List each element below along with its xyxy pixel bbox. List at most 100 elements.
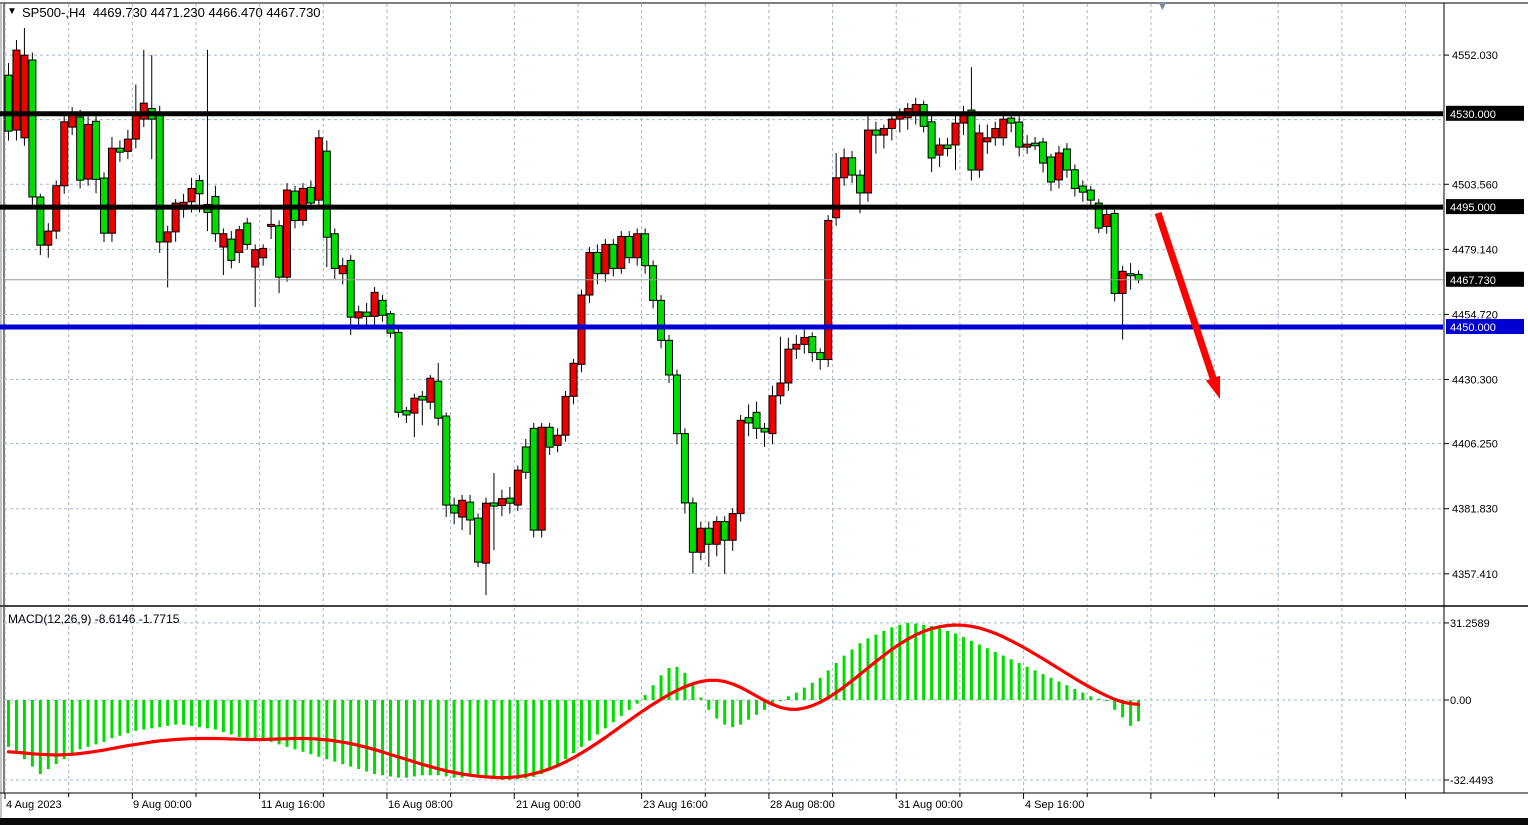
- macd-histogram-bar: [1137, 700, 1141, 722]
- macd-histogram-bar: [70, 700, 74, 755]
- candle-bull: [1118, 270, 1127, 294]
- macd-histogram-bar: [1113, 700, 1117, 710]
- macd-histogram-bar: [78, 700, 82, 750]
- candle-bear: [211, 195, 220, 235]
- macd-histogram-bar: [667, 667, 671, 700]
- macd-histogram-bar: [691, 685, 695, 700]
- candle-bear: [36, 196, 45, 246]
- candle-bull: [991, 127, 1000, 139]
- candle-bull: [784, 348, 793, 384]
- price-badge: [1446, 199, 1524, 215]
- candle-bear: [450, 504, 459, 514]
- candle-bull: [577, 294, 586, 365]
- macd-histogram-bar: [930, 626, 934, 700]
- macd-histogram-bar: [1129, 700, 1133, 726]
- macd-histogram-bar: [341, 700, 345, 765]
- macd-histogram-bar: [126, 700, 130, 734]
- candle-bear: [394, 331, 403, 413]
- candle-bear: [474, 517, 483, 563]
- candle-bull: [553, 434, 562, 446]
- macd-histogram-bar: [675, 666, 679, 700]
- macd-histogram-bar: [786, 696, 790, 700]
- macd-histogram-bar: [715, 700, 719, 719]
- candle-bull: [1054, 152, 1063, 181]
- candle-bear: [346, 259, 355, 318]
- time-axis-label: 9 Aug 00:00: [133, 799, 192, 811]
- candle-bull: [800, 336, 809, 345]
- candle-bear: [808, 336, 817, 354]
- candle-bear: [434, 380, 443, 419]
- macd-axis-label: 31.2589: [1450, 618, 1490, 630]
- candle-bear: [871, 129, 880, 136]
- macd-histogram-bar: [476, 700, 480, 777]
- candle-bull: [187, 187, 196, 203]
- candle-bear: [4, 74, 13, 132]
- candle-bull: [12, 49, 21, 131]
- window-bottom-edge: [0, 818, 1528, 825]
- symbol-ohlc-title: SP500-,H4 4469.730 4471.230 4466.470 446…: [22, 5, 321, 20]
- price-axis-label: 4406.250: [1452, 439, 1498, 451]
- candle-bull: [983, 137, 992, 143]
- candle-bull: [601, 243, 610, 275]
- macd-histogram-bar: [428, 700, 432, 776]
- macd-histogram-bar: [444, 700, 448, 777]
- macd-histogram-bar: [102, 700, 106, 742]
- candle-bear: [593, 251, 602, 275]
- price-badge-label: 4450.000: [1450, 322, 1496, 334]
- macd-histogram-bar: [404, 700, 408, 778]
- candle-bull: [1023, 143, 1032, 148]
- macd-histogram-bar: [22, 700, 26, 760]
- price-axis-label: 4430.300: [1452, 375, 1498, 387]
- candle-bear: [28, 59, 37, 198]
- macd-histogram-bar: [627, 700, 631, 710]
- macd-histogram-bar: [834, 663, 838, 700]
- candle-bear: [227, 238, 236, 261]
- macd-indicator-label: MACD(12,26,9) -8.6146 -1.7715: [8, 612, 180, 626]
- candle-bull: [131, 114, 140, 140]
- macd-signal-line: [6, 623, 1141, 780]
- candle-bull: [728, 513, 737, 541]
- candle-bull: [999, 118, 1008, 139]
- candle-bear: [967, 109, 976, 171]
- macd-histogram-bar: [826, 670, 830, 700]
- macd-histogram-bar: [86, 700, 90, 747]
- candle-bear: [657, 299, 666, 341]
- candle-bull: [840, 157, 849, 179]
- candle-bear: [744, 417, 753, 424]
- candle-bull: [20, 54, 29, 139]
- symbol-dropdown-icon[interactable]: ▼: [7, 6, 17, 17]
- macd-histogram-bar: [205, 700, 209, 729]
- macd-histogram-bar: [30, 700, 34, 767]
- candle-bear: [720, 521, 729, 541]
- macd-histogram-bar: [150, 700, 154, 729]
- candle-bull: [1102, 214, 1111, 228]
- chart-shift-marker-icon[interactable]: ▼: [1156, 0, 1169, 13]
- macd-histogram-bar: [1057, 681, 1061, 700]
- candle-bear: [1046, 156, 1055, 183]
- candle-bear: [1015, 121, 1024, 148]
- macd-histogram-bar: [1081, 692, 1085, 700]
- macd-histogram-bar: [850, 649, 854, 700]
- macd-histogram-bar: [954, 633, 958, 700]
- macd-histogram-bar: [373, 700, 377, 774]
- macd-histogram-bar: [524, 700, 528, 779]
- macd-histogram-bar: [452, 700, 456, 778]
- trend-arrow-shaft[interactable]: [1154, 211, 1219, 385]
- candle-bull: [497, 498, 506, 507]
- macd-histogram-bar: [985, 648, 989, 700]
- macd-histogram-bar: [579, 700, 583, 747]
- candle-bear: [402, 410, 411, 416]
- candle-bear: [649, 265, 658, 301]
- macd-histogram-bar: [651, 685, 655, 700]
- macd-histogram-bar: [1025, 666, 1029, 700]
- time-axis-label: 21 Aug 00:00: [516, 799, 581, 811]
- macd-histogram-bar: [890, 627, 894, 700]
- macd-histogram-bar: [1065, 685, 1069, 700]
- macd-histogram-bar: [293, 700, 297, 750]
- trend-arrow-head[interactable]: [1205, 375, 1221, 399]
- macd-histogram-bar: [572, 700, 576, 754]
- candle-bear: [1078, 185, 1087, 193]
- macd-histogram-bar: [961, 637, 965, 700]
- candle-bull: [879, 127, 888, 136]
